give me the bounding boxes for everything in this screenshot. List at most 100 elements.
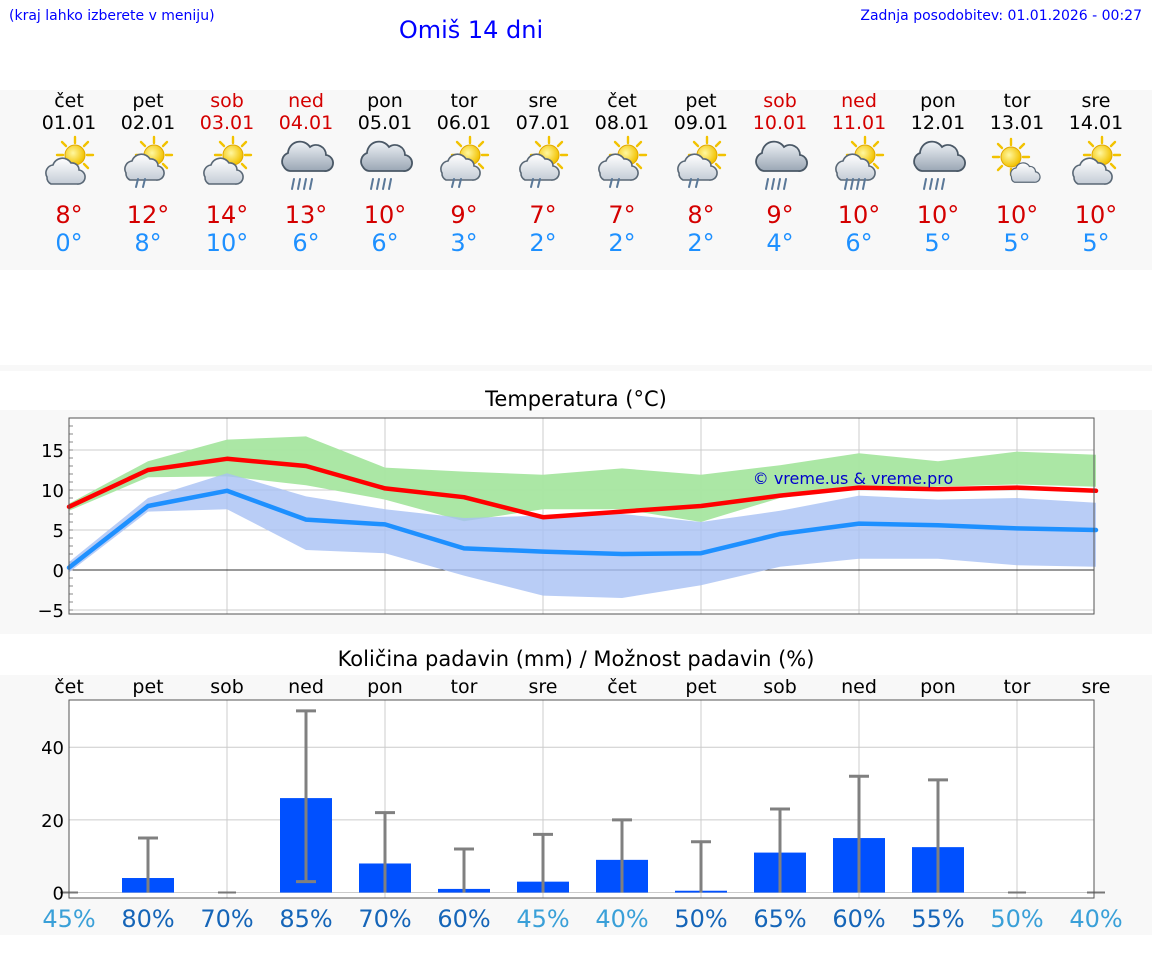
day-date: 14.01 (1068, 112, 1124, 134)
precip-probability-label: 80% (121, 905, 174, 933)
heavy-rain-icon (908, 135, 968, 195)
forecast-day: čet 01.01 8° 0° (24, 90, 114, 257)
forecast-day: tor 06.01 9° 3° (419, 90, 509, 257)
sun-cloud-rain-icon (671, 135, 731, 195)
precip-probability-label: 50% (674, 905, 727, 933)
forecast-day: čet 08.01 7° 2° (577, 90, 667, 257)
temperature-chart: −5 0 5 10 15 © vreme.us & vreme.pro (37, 417, 1099, 622)
min-temp: 5° (1003, 229, 1031, 257)
max-temp: 10° (363, 201, 407, 229)
precipitation-chart-title: Količina padavin (mm) / Možnost padavin … (337, 647, 815, 671)
x-category-label: ned (288, 676, 324, 698)
separator-band (0, 365, 1152, 371)
precip-probability-label: 45% (516, 905, 569, 933)
min-temp: 0° (55, 229, 83, 257)
precip-probability-label: 40% (595, 905, 648, 933)
forecast-day: tor 13.01 10° 5° (972, 90, 1062, 257)
sun-cloud-rain-icon (434, 135, 494, 195)
precip-probability-label: 55% (911, 905, 964, 933)
x-category-label: čet (607, 676, 637, 698)
forecast-day: pon 12.01 10° 5° (893, 90, 983, 257)
min-temp: 3° (450, 229, 478, 257)
max-temp: 7° (529, 201, 557, 229)
day-date: 12.01 (910, 112, 966, 134)
min-temp: 2° (687, 229, 715, 257)
day-name: pon (920, 90, 956, 112)
day-date: 02.01 (120, 112, 176, 134)
day-date: 10.01 (752, 112, 808, 134)
min-temp: 6° (845, 229, 873, 257)
precip-probability-label: 40% (1069, 905, 1122, 933)
day-name: pet (685, 90, 717, 112)
temperature-chart-title: Temperatura (°C) (485, 387, 667, 411)
chart-watermark: © vreme.us & vreme.pro (753, 469, 954, 488)
day-date: 03.01 (199, 112, 255, 134)
day-name: tor (1003, 90, 1031, 112)
forecast-day: ned 11.01 10° 6° (814, 90, 904, 257)
max-temp: 12° (126, 201, 170, 229)
max-temp: 8° (687, 201, 715, 229)
x-category-label: tor (1004, 676, 1031, 698)
min-temp-line (66, 488, 1099, 570)
x-category-label: pon (920, 676, 956, 698)
min-temp: 6° (371, 229, 399, 257)
day-name: čet (607, 90, 637, 112)
day-name: ned (288, 90, 324, 112)
x-category-label: pon (367, 676, 403, 698)
min-temp: 2° (608, 229, 636, 257)
precip-probability-label: 50% (990, 905, 1043, 933)
precip-probability-label: 60% (437, 905, 490, 933)
min-temp: 6° (292, 229, 320, 257)
forecast-day: pet 02.01 12° 8° (103, 90, 193, 257)
partly-cloudy-icon (1066, 135, 1126, 195)
min-temp: 8° (134, 229, 162, 257)
y-tick-label: 10 (41, 481, 64, 502)
precip-probability-label: 70% (358, 905, 411, 933)
min-temp: 4° (766, 229, 794, 257)
day-name: pet (132, 90, 164, 112)
max-temp: 10° (916, 201, 960, 229)
min-temp: 2° (529, 229, 557, 257)
heavy-rain-icon (355, 135, 415, 195)
heavy-rain-icon (750, 135, 810, 195)
x-category-label: sob (763, 676, 797, 698)
x-category-label: sob (210, 676, 244, 698)
max-temp-line (66, 456, 1099, 520)
day-date: 06.01 (436, 112, 492, 134)
max-temp: 7° (608, 201, 636, 229)
day-name: sre (528, 90, 558, 112)
precip-probability-label: 65% (753, 905, 806, 933)
forecast-day: pet 09.01 8° 2° (656, 90, 746, 257)
day-date: 04.01 (278, 112, 334, 134)
heavy-rain-icon (276, 135, 336, 195)
day-date: 08.01 (594, 112, 650, 134)
x-category-label: pet (132, 676, 163, 698)
x-category-label: sre (1082, 676, 1111, 698)
y-tick-label: 0 (53, 884, 64, 905)
day-date: 13.01 (989, 112, 1045, 134)
precipitation-chart: 0 20 40 čet pet sob ned pon tor sre čet pet sob ned p… (41, 676, 1123, 933)
day-name: čet (54, 90, 84, 112)
forecast-day: ned 04.01 13° 6° (261, 90, 351, 257)
y-tick-label: 5 (53, 521, 64, 542)
max-temp: 8° (55, 201, 83, 229)
forecast-day: sre 14.01 10° 5° (1051, 90, 1141, 257)
x-category-label: pet (685, 676, 716, 698)
partly-cloudy-icon (197, 135, 257, 195)
x-category-label: tor (451, 676, 478, 698)
precip-probability-label: 45% (42, 905, 95, 933)
day-name: sob (763, 90, 797, 112)
max-temp: 10° (837, 201, 881, 229)
min-temp: 10° (205, 229, 249, 257)
max-range-band (69, 436, 1096, 522)
min-temp: 5° (924, 229, 952, 257)
forecast-day: pon 05.01 10° 6° (340, 90, 430, 257)
day-name: pon (367, 90, 403, 112)
day-date: 09.01 (673, 112, 729, 134)
sun-cloud-heavy-rain-icon (829, 135, 889, 195)
y-tick-label: 20 (41, 811, 64, 832)
y-tick-label: 40 (41, 738, 64, 759)
day-date: 07.01 (515, 112, 571, 134)
precip-probability-label: 70% (200, 905, 253, 933)
day-date: 01.01 (41, 112, 97, 134)
